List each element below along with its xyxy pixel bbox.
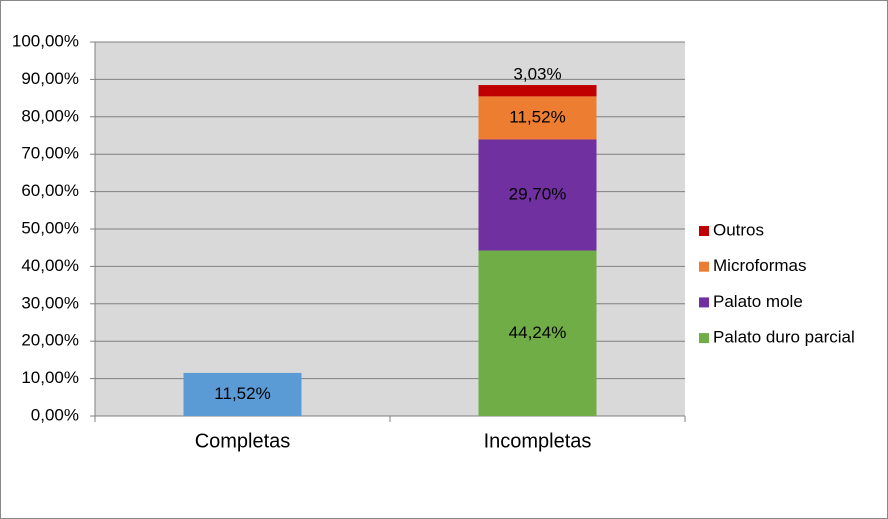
y-tick-label: 50,00% [21,218,79,237]
data-label: 3,03% [513,65,561,84]
y-tick-label: 90,00% [21,69,79,88]
legend-swatch [699,297,709,308]
x-tick-label: Incompletas [484,430,592,452]
y-tick-label: 80,00% [21,106,79,125]
y-tick-label: 40,00% [21,256,79,275]
data-label: 44,24% [509,323,567,342]
y-tick-label: 70,00% [21,144,79,163]
y-tick-label: 0,00% [31,405,79,424]
legend-swatch [699,333,709,344]
y-tick-label: 100,00% [12,31,79,50]
x-tick-label: Completas [195,430,291,452]
bar-segment [183,372,302,416]
data-label: 29,70% [509,184,567,203]
legend-swatch [699,261,709,272]
bar-segment [478,85,597,97]
legend-label: Palato mole [713,292,803,311]
legend-swatch [699,226,709,236]
data-label: 11,52% [509,107,565,126]
y-tick-label: 20,00% [21,331,79,350]
legend-label: Outros [713,220,764,239]
data-label: 11,52% [214,384,270,403]
bar-segment [478,139,597,251]
legend-label: Palato duro parcial [713,328,855,347]
y-tick-label: 60,00% [21,181,79,200]
legend-label: Microformas [713,256,807,275]
bar-segment [478,96,597,140]
y-tick-label: 10,00% [21,368,79,387]
y-tick-label: 30,00% [21,293,79,312]
bar-segment [478,250,597,416]
